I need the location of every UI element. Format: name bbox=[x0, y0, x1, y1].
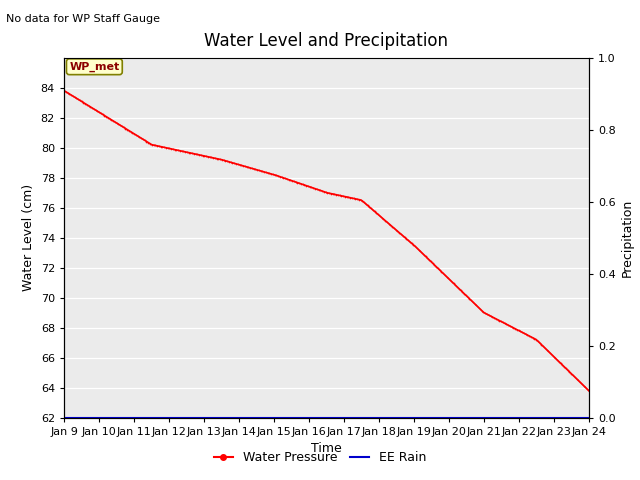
Y-axis label: Water Level (cm): Water Level (cm) bbox=[22, 184, 35, 291]
Text: WP_met: WP_met bbox=[69, 61, 120, 72]
Legend: Water Pressure, EE Rain: Water Pressure, EE Rain bbox=[209, 446, 431, 469]
Text: No data for WP Staff Gauge: No data for WP Staff Gauge bbox=[6, 14, 161, 24]
Title: Water Level and Precipitation: Water Level and Precipitation bbox=[204, 33, 449, 50]
X-axis label: Time: Time bbox=[311, 442, 342, 455]
Y-axis label: Precipitation: Precipitation bbox=[621, 198, 634, 277]
